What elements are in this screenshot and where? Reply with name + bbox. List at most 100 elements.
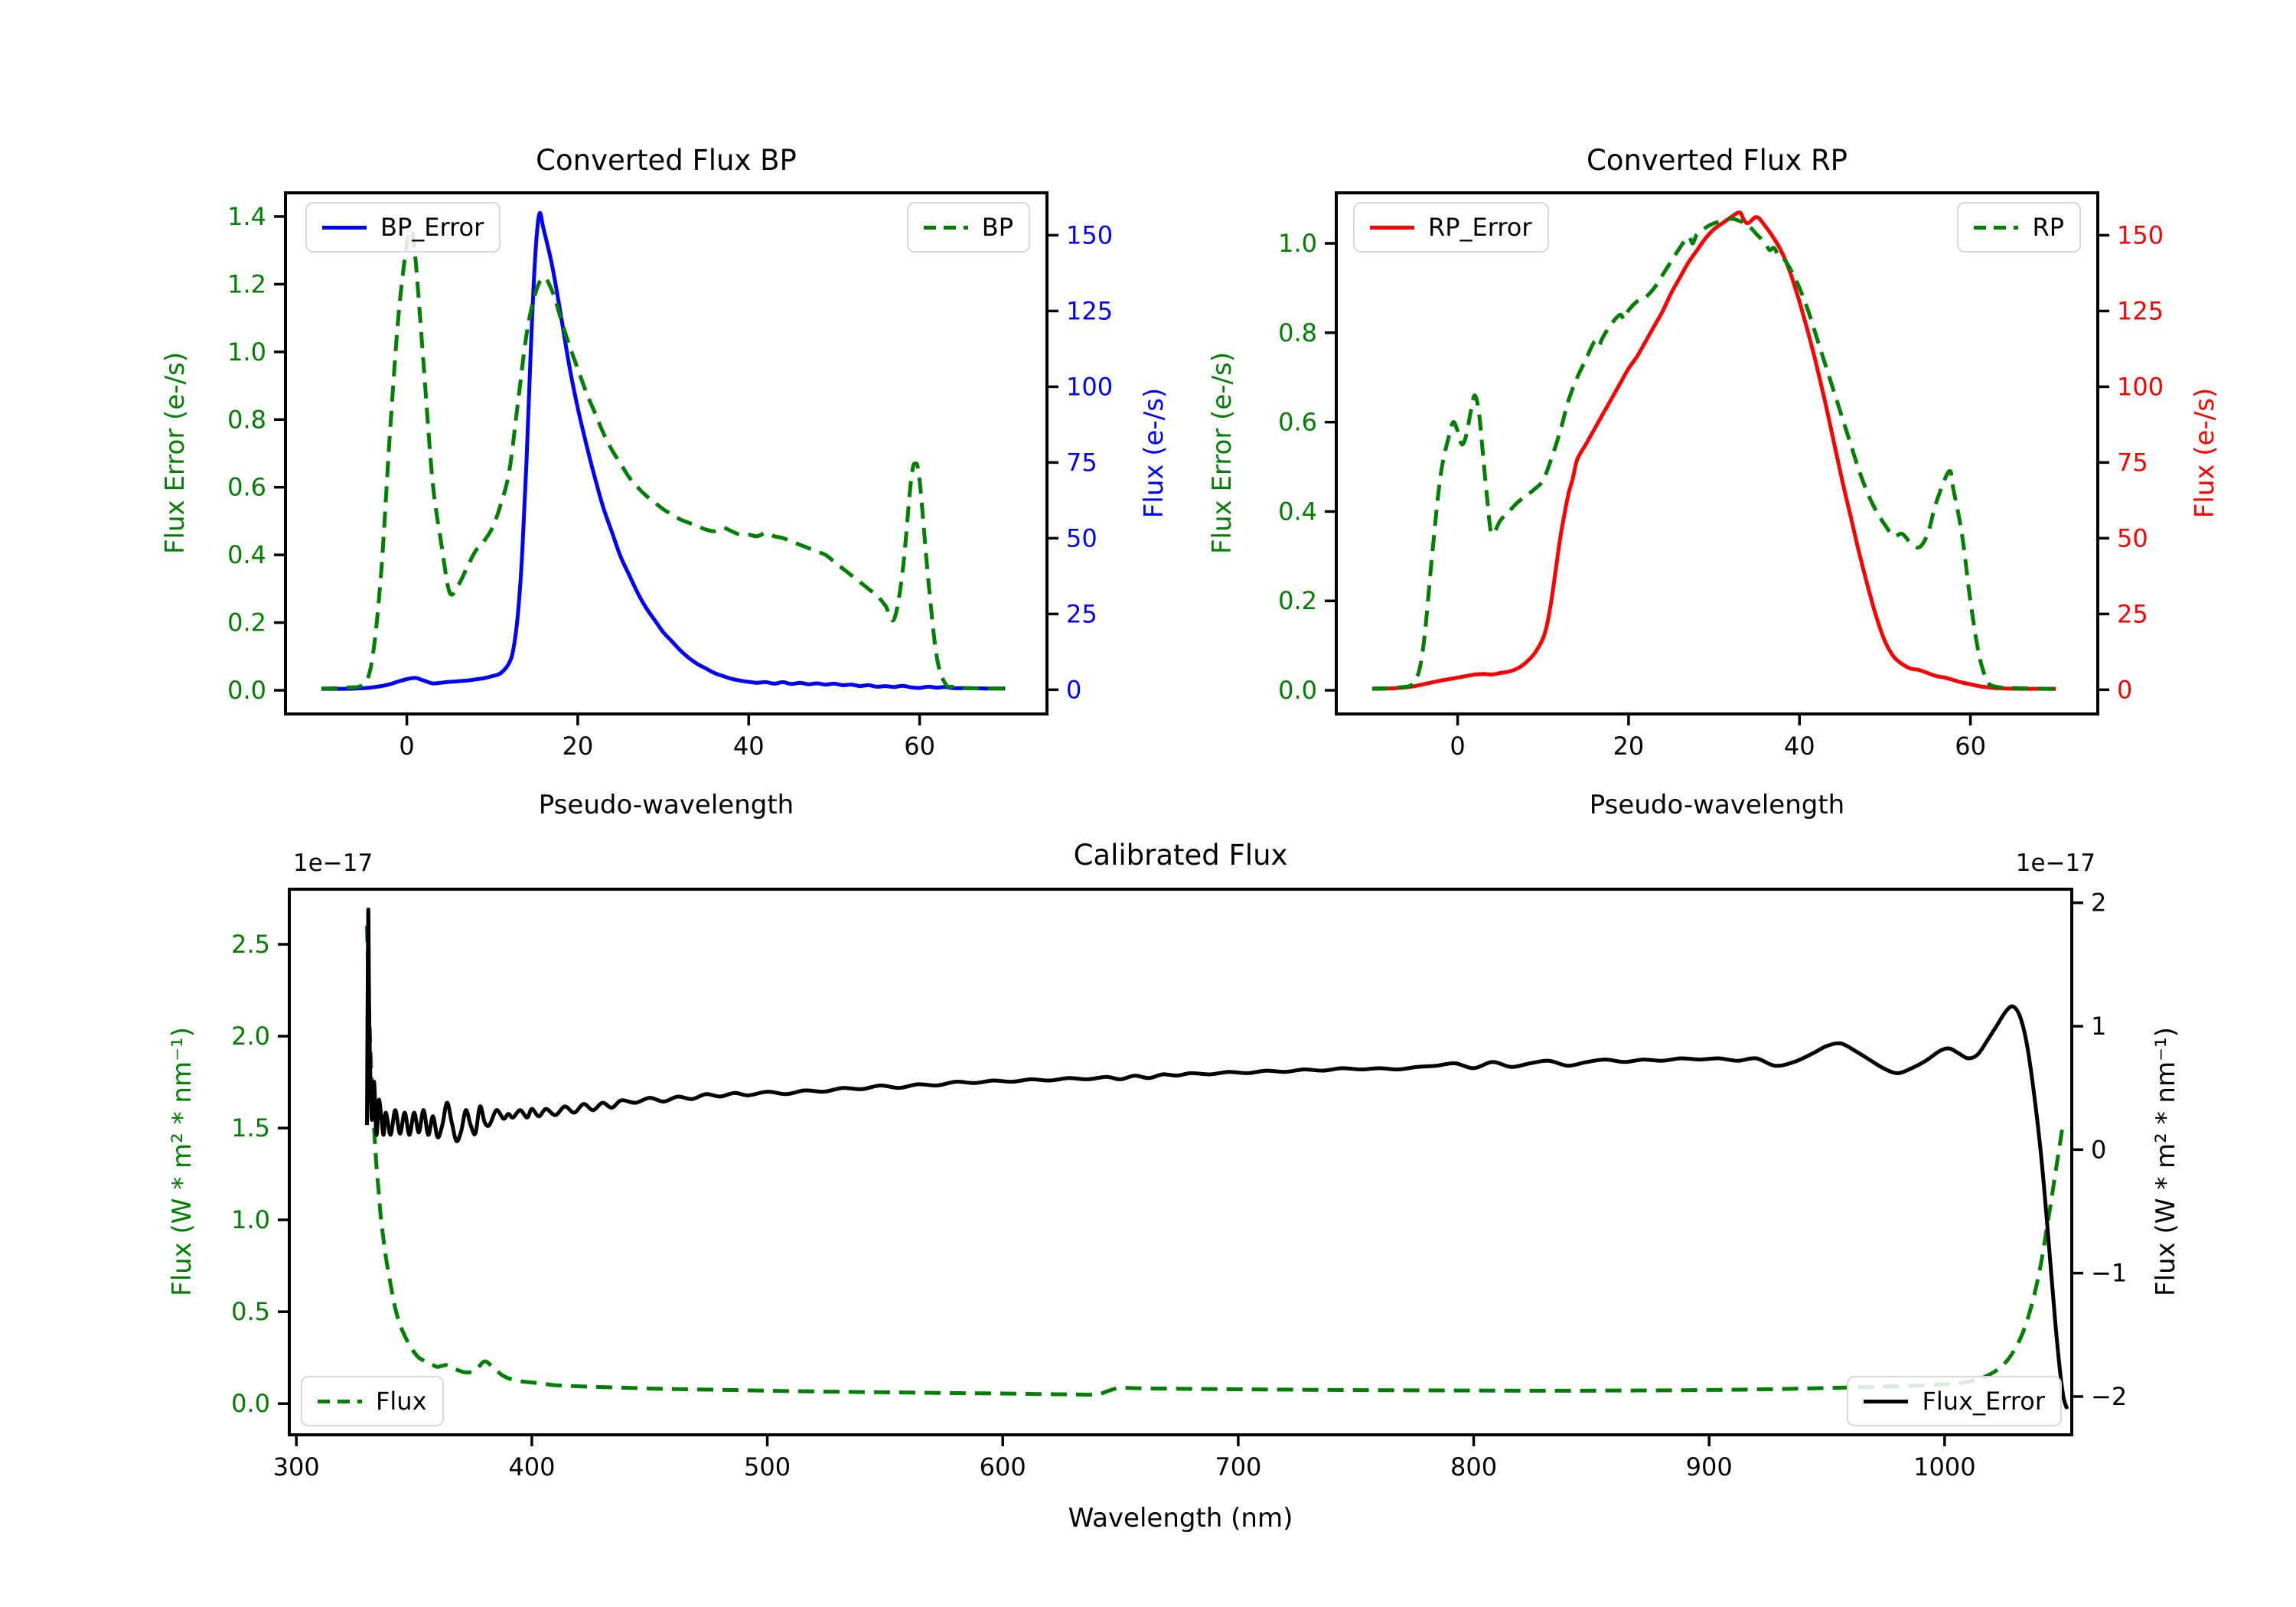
svg-text:1: 1 (2091, 1012, 2106, 1041)
rp-left-yaxis-label: Flux Error (e-/s) (1207, 351, 1238, 555)
rp-series-group (1371, 210, 2056, 691)
svg-text:0.6: 0.6 (227, 473, 266, 502)
dashed-line-icon (1864, 1399, 1909, 1403)
svg-text:1.5: 1.5 (231, 1113, 270, 1143)
svg-text:−1: −1 (2091, 1259, 2127, 1288)
svg-text:100: 100 (2117, 372, 2164, 401)
left-axis-offset-text: 1e−17 (293, 849, 373, 877)
rp-rp_error-line (1371, 217, 2056, 691)
bp-error-legend-label: BP_Error (380, 213, 484, 242)
svg-text:150: 150 (2117, 220, 2164, 249)
rp-error-legend-label: RP_Error (1428, 213, 1532, 242)
bp-left-yaxis-label: Flux Error (e-/s) (160, 351, 191, 555)
svg-text:700: 700 (1215, 1452, 1261, 1482)
svg-text:0.4: 0.4 (227, 540, 266, 569)
rp-xaxis-label: Pseudo-wavelength (1589, 790, 1845, 820)
solid-line-icon (318, 1399, 362, 1403)
flux-error-legend: Flux_Error (1847, 1376, 2062, 1426)
svg-text:2.5: 2.5 (231, 930, 270, 959)
svg-text:0: 0 (1450, 732, 1465, 761)
dashed-line-icon (1370, 225, 1414, 230)
svg-text:0.4: 0.4 (1278, 497, 1317, 526)
bp-bp_error-line (321, 227, 1006, 691)
svg-text:−2: −2 (2091, 1382, 2127, 1411)
rp-right-yaxis-label: Flux (e-/s) (2190, 387, 2220, 519)
svg-text:75: 75 (2117, 448, 2148, 477)
svg-text:2: 2 (2091, 888, 2106, 918)
svg-text:0.0: 0.0 (231, 1389, 270, 1418)
bp-series-group (321, 210, 1006, 691)
svg-text:2.0: 2.0 (231, 1022, 270, 1051)
bp-axes-frame (284, 191, 1049, 715)
svg-text:900: 900 (1686, 1452, 1733, 1482)
flux-legend: Flux (301, 1376, 444, 1426)
calibrated-plot-title: Calibrated Flux (1073, 839, 1288, 872)
calibrated-series-group (365, 908, 2069, 1410)
svg-text:25: 25 (2117, 599, 2148, 628)
svg-text:40: 40 (733, 732, 765, 761)
svg-text:25: 25 (1066, 599, 1097, 628)
svg-text:500: 500 (744, 1452, 791, 1482)
solid-line-icon (923, 225, 968, 230)
rp-axes-frame (1335, 191, 2099, 715)
svg-text:800: 800 (1450, 1452, 1497, 1482)
flux-legend-label: Flux (376, 1387, 427, 1416)
svg-text:0.2: 0.2 (1278, 586, 1317, 615)
svg-text:400: 400 (508, 1452, 555, 1482)
svg-text:60: 60 (1955, 732, 1986, 761)
rp-error-legend: RP_Error (1353, 202, 1549, 253)
svg-text:1.2: 1.2 (227, 269, 266, 298)
rp-plot-title: Converted Flux RP (1586, 144, 1848, 177)
rp-rp-line (1371, 210, 2056, 691)
bp-xaxis-label: Pseudo-wavelength (538, 790, 794, 820)
svg-text:300: 300 (273, 1452, 320, 1482)
svg-text:1.4: 1.4 (227, 202, 266, 231)
svg-text:40: 40 (1784, 732, 1815, 761)
svg-text:0.8: 0.8 (1278, 318, 1317, 347)
bp-plot-title: Converted Flux BP (536, 144, 797, 177)
svg-text:0.0: 0.0 (227, 676, 266, 705)
calibrated-left-yaxis-label: Flux (W * m² * nm⁻¹) (167, 1027, 197, 1296)
svg-text:50: 50 (2117, 523, 2148, 553)
svg-text:20: 20 (563, 732, 594, 761)
svg-text:0.5: 0.5 (231, 1297, 270, 1326)
svg-text:1.0: 1.0 (227, 337, 266, 367)
svg-text:100: 100 (1066, 372, 1113, 401)
calibrated-right-yaxis-label: Flux (W * m² * nm⁻¹) (2151, 1027, 2181, 1296)
svg-text:125: 125 (1066, 296, 1113, 325)
dashed-line-icon (322, 225, 367, 230)
bp-error-legend: BP_Error (305, 202, 501, 253)
svg-text:1.0: 1.0 (231, 1205, 270, 1234)
rp-legend: RP (1957, 202, 2081, 253)
svg-text:50: 50 (1066, 523, 1097, 553)
svg-text:0: 0 (2091, 1135, 2106, 1164)
calibrated-flux_error-line (365, 925, 2065, 1397)
rp-legend-label: RP (2032, 213, 2064, 242)
svg-text:0.0: 0.0 (1278, 676, 1317, 705)
flux-error-legend-label: Flux_Error (1922, 1387, 2045, 1416)
svg-text:75: 75 (1066, 448, 1097, 477)
svg-text:1.0: 1.0 (1278, 229, 1317, 258)
svg-text:60: 60 (904, 732, 935, 761)
svg-text:0: 0 (399, 732, 414, 761)
svg-text:0: 0 (2117, 675, 2132, 704)
svg-text:0: 0 (1066, 675, 1081, 704)
svg-text:600: 600 (980, 1452, 1026, 1482)
svg-text:125: 125 (2117, 296, 2164, 325)
svg-text:0.6: 0.6 (1278, 408, 1317, 437)
solid-line-icon (1974, 225, 2019, 230)
svg-text:1000: 1000 (1913, 1452, 1975, 1482)
calibrated-flux-line (365, 908, 2069, 1410)
svg-text:150: 150 (1066, 220, 1113, 249)
calibrated-axes-frame (288, 888, 2073, 1436)
svg-text:0.2: 0.2 (227, 608, 266, 637)
calibrated-xaxis-label: Wavelength (nm) (1068, 1503, 1293, 1534)
bp-right-yaxis-label: Flux (e-/s) (1139, 387, 1169, 519)
svg-text:20: 20 (1613, 732, 1645, 761)
bp-bp-line (321, 210, 1006, 691)
bp-legend-label: BP (981, 213, 1013, 242)
svg-text:0.8: 0.8 (227, 405, 266, 434)
right-axis-offset-text: 1e−17 (2015, 849, 2095, 877)
bp-legend: BP (906, 202, 1030, 253)
